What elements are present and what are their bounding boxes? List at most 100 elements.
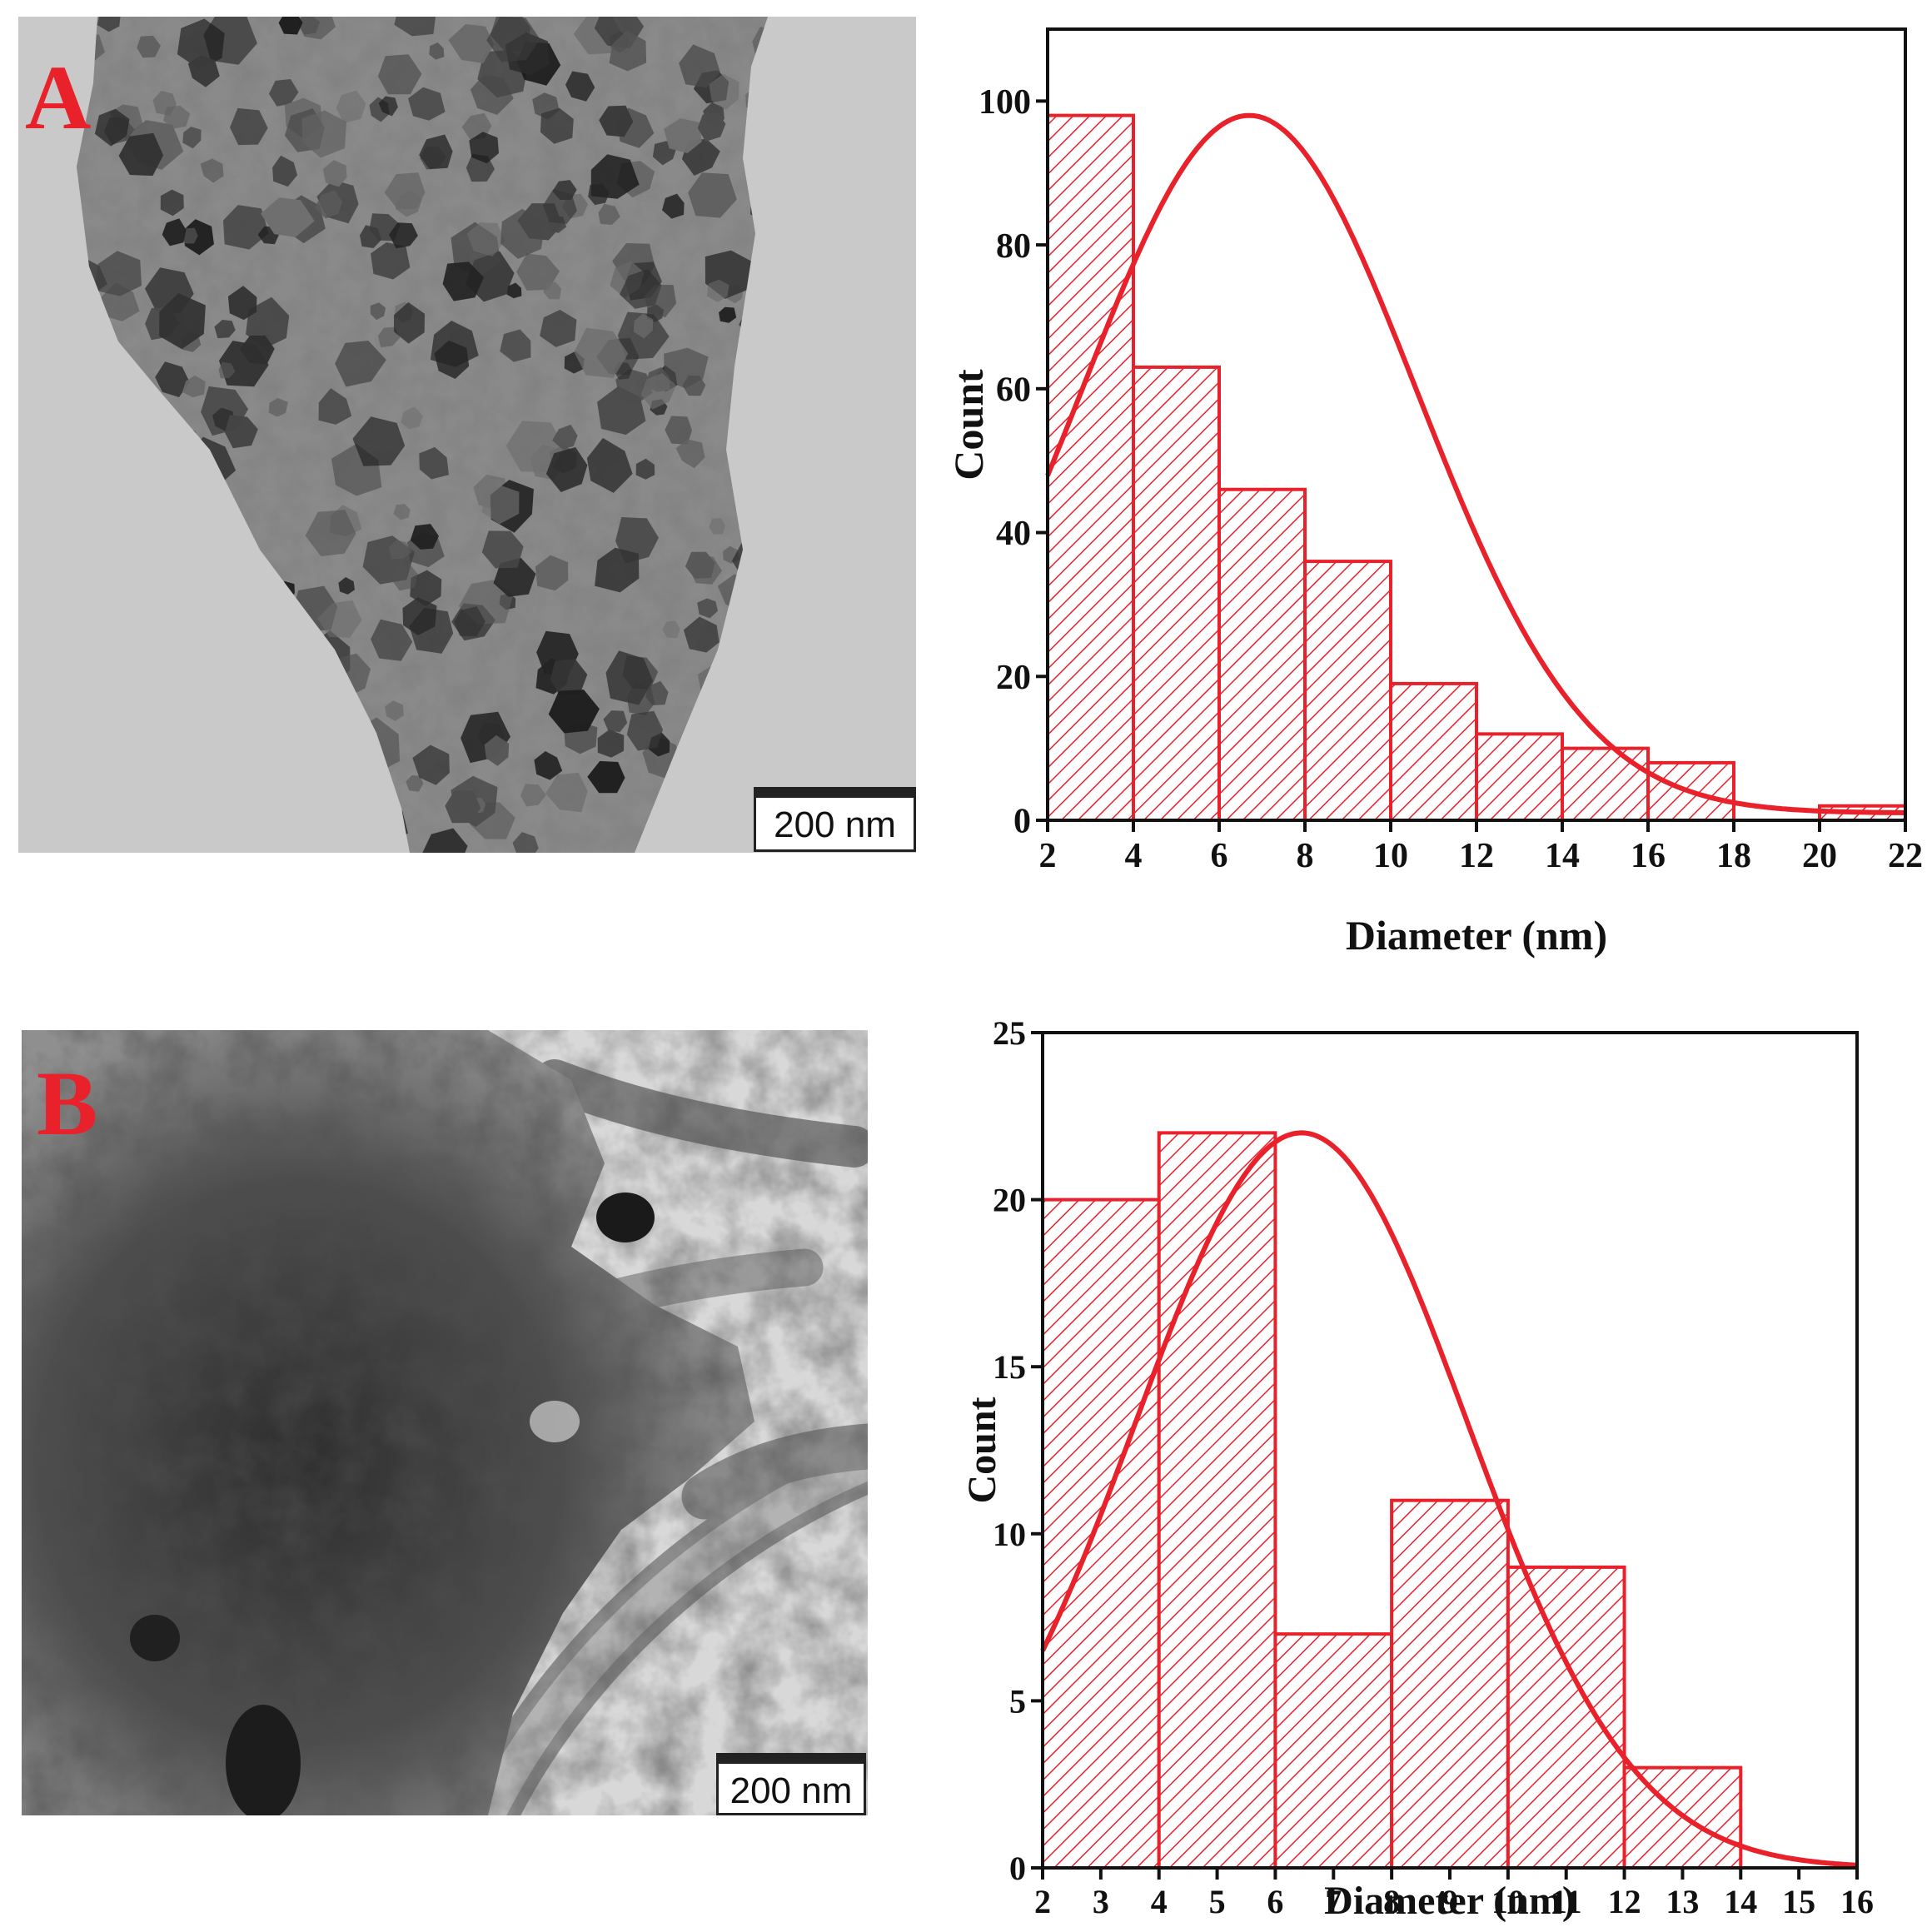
- nanoparticle: [626, 710, 663, 751]
- histogram-bar: [1561, 746, 1650, 822]
- nanoparticle: [645, 680, 669, 705]
- nanoparticle: [162, 218, 187, 246]
- y-tick-label: 20: [996, 659, 1031, 697]
- nanoparticle: [187, 55, 220, 87]
- nanoparticle: [352, 416, 406, 466]
- tem-image-a: [18, 17, 916, 853]
- nanoparticle: [552, 424, 578, 450]
- nanoparticle: [182, 127, 202, 149]
- nanoparticle: [587, 760, 625, 794]
- histogram-bar: [1157, 1131, 1277, 1870]
- x-tick-label: 14: [1724, 1883, 1757, 1920]
- y-tick-label: 25: [993, 1014, 1026, 1052]
- nanoparticle: [200, 158, 224, 183]
- x-tick-label: 4: [1125, 837, 1143, 875]
- nanoparticle: [597, 386, 646, 436]
- nanoparticle: [697, 112, 726, 142]
- x-axis-label: Diameter (nm): [1346, 912, 1607, 959]
- nanoparticle: [448, 24, 495, 63]
- histogram-bar: [1389, 681, 1478, 823]
- nanoparticle: [445, 790, 481, 824]
- histogram-bar: [1273, 1632, 1394, 1870]
- nanoparticle: [297, 17, 321, 35]
- nanoparticle: [597, 729, 625, 758]
- nanoparticle: [322, 160, 347, 187]
- histogram-bar: [1041, 1198, 1161, 1870]
- nanoparticle: [506, 282, 522, 299]
- nanoparticle: [512, 832, 539, 853]
- nanoparticle: [227, 286, 257, 321]
- x-tick-label: 4: [1151, 1883, 1168, 1920]
- scale-bar-label-a: 200 nm: [774, 804, 896, 845]
- x-tick-label: 6: [1267, 1883, 1283, 1920]
- panel-label-a: A: [25, 47, 92, 148]
- nanoparticle: [317, 600, 362, 638]
- histogram-svg-b: 2 3 4 5 6 7 8 9 10 11 12 13 14 15 16 0 5 10 15 20 25 Diameter…: [960, 1014, 1874, 1923]
- nanoparticle: [481, 485, 520, 525]
- nanoparticle: [223, 205, 269, 250]
- scale-bar-b: 200 nm: [716, 1753, 866, 1815]
- tem-micrograph-b: [22, 1030, 868, 1815]
- bright-spot-b: [530, 1401, 580, 1442]
- dark-particle-b: [596, 1193, 655, 1242]
- x-tick-label: 16: [1631, 837, 1666, 875]
- nanoparticle: [159, 293, 206, 350]
- histogram-bar: [1046, 113, 1135, 823]
- histogram-bar: [1390, 1498, 1510, 1870]
- y-axis-label: Count: [945, 369, 992, 481]
- nanoparticle: [466, 222, 506, 256]
- histogram-chart-a: 2 4 6 8 10 12 14 16 18 20 22 0 20 40 60 80 100 Diameter (…: [916, 8, 1932, 974]
- tem-texture-b: [22, 1030, 868, 1815]
- nanoparticle: [394, 301, 425, 344]
- nanoparticle: [301, 110, 346, 158]
- nanoparticle: [534, 751, 563, 780]
- gaussian-fit-curve: [1040, 1130, 1858, 1868]
- nanoparticle: [707, 279, 729, 302]
- nanoparticle: [408, 87, 446, 121]
- nanoparticle: [662, 193, 685, 219]
- histogram-svg-a: 2 4 6 8 10 12 14 16 18 20 22 0 20 40 60 80 100 Diameter (…: [945, 27, 1923, 959]
- tem-image-b: [22, 1030, 868, 1815]
- nanoparticle: [261, 197, 315, 237]
- nanoparticle: [278, 17, 303, 35]
- y-tick-label: 10: [993, 1516, 1026, 1553]
- nanoparticle: [622, 655, 659, 690]
- nanoparticle: [516, 253, 560, 291]
- nanoparticle: [550, 659, 588, 696]
- nanoparticle: [640, 373, 676, 410]
- y-tick-label: 100: [978, 83, 1031, 122]
- x-tick-label: 15: [1782, 1883, 1815, 1920]
- nanoparticle: [709, 518, 725, 535]
- nanoparticle: [520, 784, 546, 807]
- nanoparticle: [401, 406, 423, 430]
- x-tick-label: 7: [1325, 1883, 1342, 1920]
- nanoparticle: [378, 96, 398, 117]
- nanoparticle: [410, 524, 439, 550]
- nanoparticle: [635, 458, 655, 480]
- nanoparticle: [688, 172, 737, 218]
- nanoparticle: [532, 92, 560, 120]
- nanoparticle: [595, 547, 640, 593]
- nanoparticle: [371, 619, 413, 661]
- x-tick-label: 3: [1093, 1883, 1109, 1920]
- nanoparticle: [314, 190, 343, 219]
- nanoparticle: [268, 79, 299, 107]
- nanoparticle: [393, 504, 411, 520]
- nanoparticle: [689, 554, 722, 585]
- nanoparticle: [586, 437, 633, 493]
- nanoparticle: [545, 772, 588, 813]
- nanoparticle: [633, 313, 654, 339]
- nanoparticle: [389, 222, 418, 249]
- x-tick-label: 8: [1383, 1883, 1400, 1920]
- scale-bar-line-a: [756, 789, 914, 798]
- nanoparticle: [598, 203, 620, 225]
- nanoparticle: [469, 132, 499, 164]
- nanoparticle: [419, 134, 453, 170]
- x-tick-label: 10: [1373, 837, 1408, 875]
- nanoparticle: [679, 44, 720, 88]
- nanoparticle: [230, 107, 268, 146]
- tem-micrograph-a: [18, 17, 916, 853]
- x-tick-label: 11: [1551, 1883, 1582, 1920]
- nanoparticle: [609, 30, 647, 72]
- nanoparticle: [588, 183, 610, 206]
